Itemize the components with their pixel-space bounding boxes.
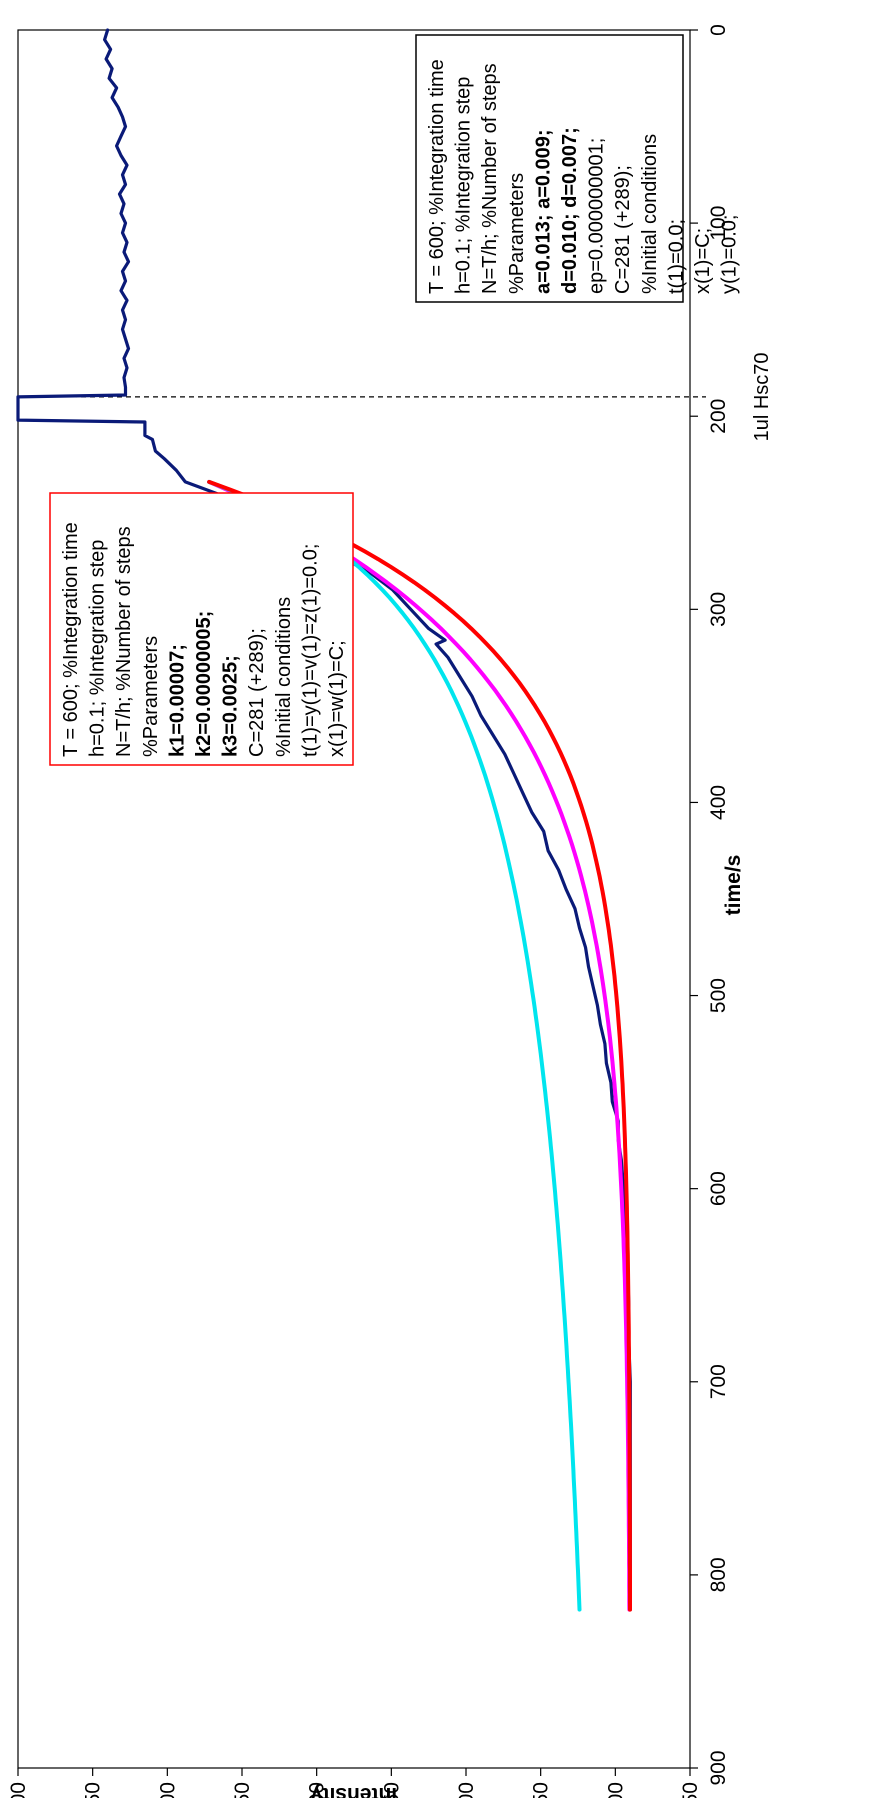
x-tick-label: 600 [707,1171,730,1206]
left-param-box-line: T = 600; %Integration time [60,522,82,757]
y-tick-label: 600 [156,1782,179,1798]
right-param-box-line: d=0.010; d=0.007; [559,127,581,294]
x-tick-label: 800 [707,1557,730,1592]
left-param-box-line: k2=0.00000005; [193,611,215,757]
y-tick-label: 400 [455,1782,478,1798]
series-line-3 [207,479,582,1612]
x-tick-label: 200 [707,399,730,434]
plot-frame [17,29,691,1769]
x-tick-label: 300 [707,592,730,627]
left-param-box-line: k3=0.0025; [220,655,242,757]
left-param-box-line: C=281 (+289); [246,628,268,757]
x-axis-title: time/s [722,855,745,916]
left-param-box-frame [49,492,354,766]
y-axis-title: intensity [311,1783,398,1798]
left-param-box-line: x(1)=w(1)=C; [326,640,348,757]
y-tick-label: 700 [7,1782,30,1798]
x-tick-label: 700 [707,1364,730,1399]
ticks-layer: 0 100 200 300 400 500 600 700 800 900 250 300 350 400… [7,24,730,1798]
x-tick-label: 500 [707,978,730,1013]
y-tick-label: 300 [604,1782,627,1798]
right-param-box-line: h=0.1; %Integration step [453,77,475,294]
right-param-box-line: t(1)=0.0; [665,219,687,294]
axis-titles: time/s intensity [311,855,745,1798]
x-tick-label: 0 [707,24,730,36]
right-param-box-line: N=T/h; %Number of steps [479,63,501,294]
x-tick-label: 400 [707,785,730,820]
right-param-box-line: y(1)=0.0; [719,215,741,294]
annotation-boxes: T = 600; %Integration time h=0.1; %Integr… [49,34,741,766]
y-tick-label: 450 [380,1782,403,1798]
y-tick-label: 250 [679,1782,702,1798]
left-param-box-line: %Parameters [140,636,162,757]
right-param-box-line: T = 600; %Integration time [426,59,448,294]
injection-marker-label: 1ul Hsc70 [751,352,773,441]
right-param-box-frame [415,34,684,303]
vertical-marker-layer: 1ul Hsc70 [18,352,773,441]
right-param-box-line: C=281 (+289); [612,165,634,294]
y-tick-label: 350 [530,1782,553,1798]
left-param-box-line: h=0.1; %Integration step [87,540,109,757]
series-line-4 [207,479,632,1612]
right-param-box-line: %Parameters [506,173,528,294]
left-param-box-line: %Initial conditions [273,597,295,757]
right-param-box-line: ep=0.000000001; [586,138,608,294]
left-param-box-line: t(1)=y(1)=v(1)=z(1)=0.0; [299,544,321,757]
left-param-box-line: N=T/h; %Number of steps [113,526,135,757]
y-tick-label: 500 [306,1782,329,1798]
right-param-box-line: x(1)=C; [692,228,714,294]
y-tick-label: 650 [82,1782,105,1798]
right-param-box-line: %Initial conditions [639,134,661,294]
left-param-box-line: k1=0.00007; [166,644,188,757]
x-tick-label: 100 [707,206,730,241]
y-tick-label: 550 [231,1782,254,1798]
plot-area [17,29,691,1769]
x-tick-label: 900 [707,1750,730,1785]
right-param-box-line: a=0.013; a=0.009; [532,129,554,294]
